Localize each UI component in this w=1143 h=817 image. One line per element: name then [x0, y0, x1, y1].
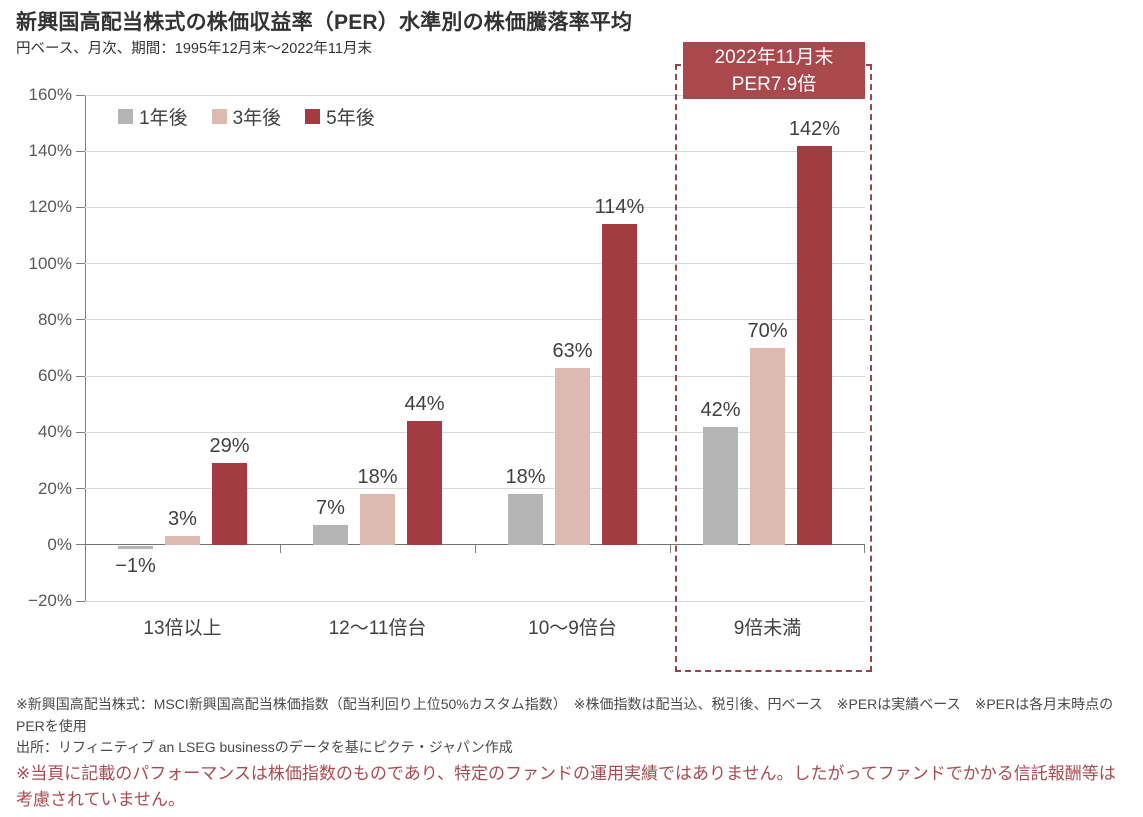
- bar-value-label: 7%: [316, 497, 345, 520]
- gridline: [85, 206, 865, 208]
- legend-swatch: [305, 109, 321, 124]
- legend-swatch: [211, 109, 227, 124]
- legend-label: 5年後: [326, 108, 375, 129]
- bar-3年後-10～9倍台: [555, 367, 590, 545]
- y-axis-tick: [76, 94, 85, 96]
- y-tick-label: 80%: [37, 309, 72, 329]
- x-axis-tick: [85, 544, 86, 553]
- gridline: [85, 94, 865, 96]
- x-category-label: 13倍以上: [143, 618, 222, 639]
- y-axis-line: [85, 95, 86, 601]
- y-tick-label: 0%: [47, 534, 72, 554]
- y-axis-tick: [76, 206, 85, 208]
- x-axis-tick: [475, 544, 476, 553]
- y-axis-tick: [76, 319, 85, 321]
- x-axis-tick: [864, 544, 865, 553]
- footnote-definition: ※新興国高配当株式：MSCI新興国高配当株価指数（配当利回り上位50%カスタム指…: [16, 696, 1114, 734]
- y-axis-tick: [76, 600, 85, 602]
- bar-value-label: 114%: [594, 196, 645, 219]
- bar-5年後-10～9倍台: [602, 224, 637, 545]
- legend-label: 3年後: [232, 108, 282, 129]
- bar-1年後-10～9倍台: [508, 494, 543, 545]
- footnotes: ※新興国高配当株式：MSCI新興国高配当株価指数（配当利回り上位50%カスタム指…: [16, 694, 1128, 812]
- legend-item-1年後: 1年後: [118, 103, 188, 130]
- x-category-label: 10～9倍台: [528, 618, 617, 639]
- per-annotation-box: 2022年11月末 PER7.9倍: [683, 42, 865, 99]
- y-tick-label: 120%: [28, 197, 72, 217]
- y-tick-label: −20%: [28, 591, 72, 610]
- legend-swatch: [118, 109, 133, 124]
- gridline: [85, 600, 865, 602]
- bar-3年後-13倍以上: [165, 536, 200, 545]
- bar-5年後-9倍未満: [797, 145, 832, 545]
- gridline: [85, 375, 865, 377]
- annotation-line1: 2022年11月末: [714, 47, 834, 68]
- highlight-dashed-box: [675, 64, 872, 672]
- annotation-line2: PER7.9倍: [731, 74, 817, 95]
- bar-value-label: 44%: [404, 393, 445, 416]
- gridline: [85, 263, 865, 265]
- bar-5年後-13倍以上: [212, 463, 247, 545]
- bar-value-label: 18%: [505, 466, 546, 489]
- footnote-source: 出所：リフィニティブ an LSEG businessのデータを基にピクテ・ジャ…: [16, 739, 513, 756]
- gridline: [85, 150, 865, 152]
- y-axis-tick: [76, 263, 85, 265]
- gridline: [85, 319, 865, 321]
- y-tick-label: 160%: [28, 85, 72, 104]
- bar-value-label: 142%: [788, 117, 841, 140]
- bar-3年後-12～11倍台: [360, 494, 395, 545]
- x-axis-tick: [670, 544, 671, 553]
- legend-label: 1年後: [139, 108, 188, 129]
- legend: 1年後 3年後 5年後: [118, 103, 375, 130]
- risk-note: ※当頁に記載のパフォーマンスは株価指数のものであり、特定のファンドの運用実績では…: [16, 764, 1116, 809]
- bar-value-label: 42%: [700, 398, 741, 421]
- legend-item-5年後: 5年後: [305, 103, 375, 130]
- bar-value-label: −1%: [115, 554, 156, 577]
- page-title: 新興国高配当株式の株価収益率（PER）水準別の株価騰落率平均: [16, 11, 633, 34]
- x-category-label: 9倍未満: [733, 618, 802, 639]
- x-axis-tick: [280, 544, 281, 553]
- y-axis-tick: [76, 431, 85, 433]
- y-tick-label: 140%: [28, 141, 72, 161]
- y-axis-tick: [76, 544, 85, 546]
- y-axis-tick: [76, 488, 85, 490]
- bar-3年後-9倍未満: [750, 348, 785, 545]
- y-tick-label: 60%: [37, 366, 72, 386]
- gridline: [85, 488, 865, 490]
- x-category-label: 12～11倍台: [328, 618, 427, 639]
- y-tick-label: 100%: [28, 253, 72, 273]
- y-tick-label: 20%: [37, 478, 72, 498]
- plot-area: −20% 0% 20% 40% 60% 80% 100% 120% 140% 160% −1% 3% 2…: [28, 85, 865, 639]
- page-subtitle: 円ベース、月次、期間：1995年12月末～2022年11月末: [16, 41, 372, 57]
- bar-value-label: 29%: [209, 435, 250, 458]
- bar-5年後-12～11倍台: [407, 421, 442, 545]
- bar-value-label: 63%: [552, 339, 593, 362]
- legend-item-3年後: 3年後: [211, 103, 282, 130]
- gridline: [85, 431, 865, 433]
- bar-value-label: 3%: [168, 508, 197, 531]
- bar-value-label: 18%: [357, 466, 398, 489]
- y-axis-tick: [76, 150, 85, 152]
- bar-1年後-13倍以上: [118, 545, 153, 549]
- bar-value-label: 70%: [747, 320, 788, 342]
- bar-1年後-9倍未満: [703, 426, 738, 545]
- bar-1年後-12～11倍台: [313, 525, 348, 545]
- y-axis-tick: [76, 375, 85, 377]
- y-tick-label: 40%: [37, 422, 72, 442]
